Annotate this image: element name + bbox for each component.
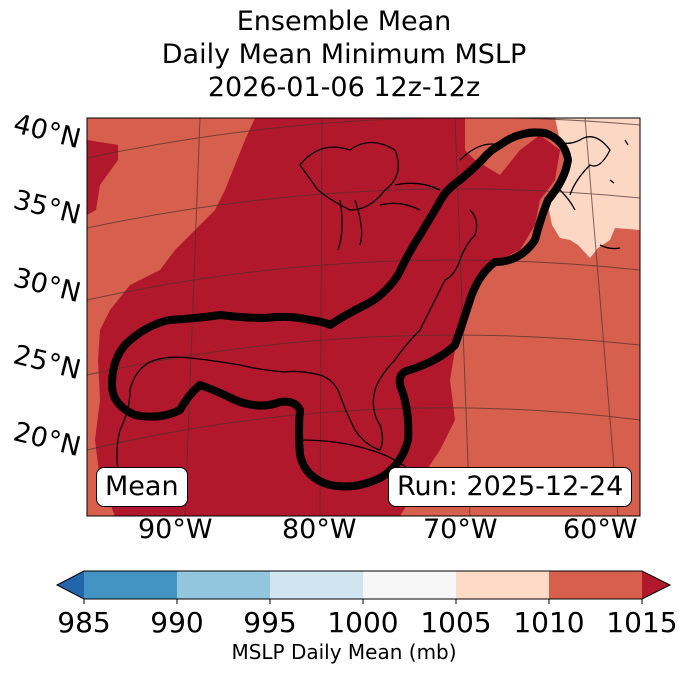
colorbar-segment-995-1000 [270,571,363,599]
colorbar-segment-1010-1015 [549,571,642,599]
title-line-2: Daily Mean Minimum MSLP [161,39,527,70]
run-date-badge: Run: 2025-12-24 [388,467,633,507]
colorbar-extend-high [642,571,670,599]
colorbar-tick-990: 990 [150,606,204,639]
field-ge-1015 [87,118,560,516]
title-line-3: 2026-01-06 12z-12z [207,72,481,103]
colorbar-tick-1010: 1010 [513,606,585,639]
map-panel [87,118,640,516]
lon-label-70w: 70°W [423,514,498,545]
colorbar-tick-1005: 1005 [420,606,492,639]
colorbar-tick-1000: 1000 [327,606,399,639]
colorbar-segment-1000-1005 [363,571,456,599]
colorbar-tick-1015: 1015 [606,606,678,639]
colorbar-extend-low [57,571,84,599]
map-frame [86,117,641,517]
lon-label-90w: 90°W [138,514,213,545]
colorbar-segment-990-995 [177,571,270,599]
lon-label-80w: 80°W [282,514,357,545]
lon-label-60w: 60°W [563,514,638,545]
coastlines [116,128,629,501]
colorbar-tick-985: 985 [57,606,111,639]
colorbar-tick-995: 995 [243,606,297,639]
mean-badge: Mean [96,467,188,507]
colorbar-segment-985-990 [84,571,177,599]
colorbar-label: MSLP Daily Mean (mb) [231,640,457,664]
mslp-contour [108,128,572,491]
colorbar [55,570,672,604]
field-1005-1010 [548,118,640,258]
graticule [87,118,640,516]
colorbar-segment-1005-1010 [456,571,549,599]
title-line-1: Ensemble Mean [236,6,452,37]
